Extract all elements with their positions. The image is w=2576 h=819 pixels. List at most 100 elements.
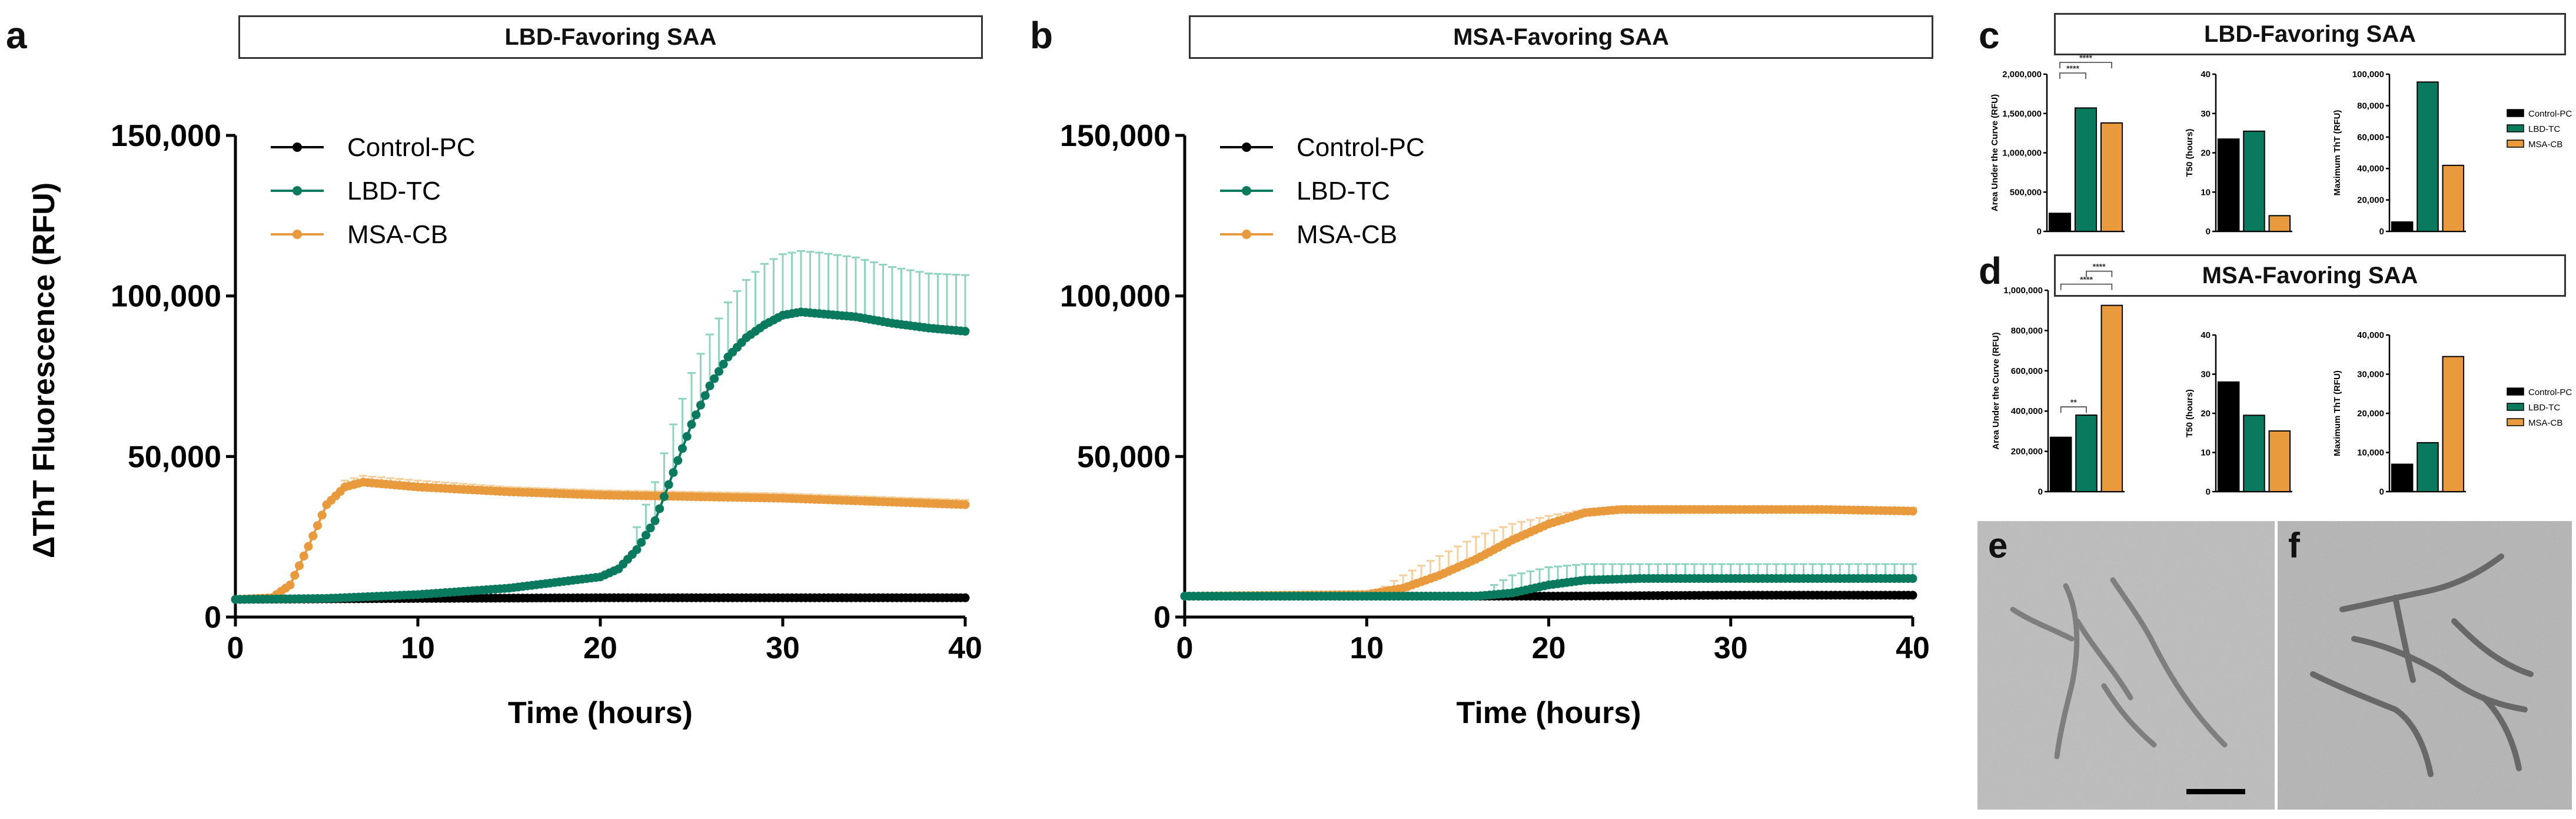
y-tick-label: 80,000 bbox=[2357, 101, 2384, 111]
bar-lbd-tc bbox=[2243, 415, 2265, 493]
legend-label: Control-PC bbox=[1297, 133, 1425, 162]
y-tick-label: 0 bbox=[1154, 601, 1171, 635]
y-tick-label: 0 bbox=[204, 601, 221, 635]
x-axis-label: Time (hours) bbox=[508, 696, 693, 730]
y-axis-label: Area Under the Curve (RFU) bbox=[1990, 94, 2000, 211]
legend-label: MSA-CB bbox=[347, 220, 448, 249]
data-point bbox=[678, 444, 687, 453]
bar-lbd-tc bbox=[2243, 130, 2265, 232]
data-point bbox=[692, 410, 701, 419]
data-point bbox=[960, 500, 970, 509]
data-point bbox=[700, 391, 710, 400]
legend-label: Control-PC bbox=[2528, 109, 2572, 119]
bar-chart-d1: 0 200,000 400,000 600,000 800,000 1,000,000 Ar… bbox=[1991, 262, 2125, 497]
data-point bbox=[1908, 574, 1917, 583]
series-lbd bbox=[231, 307, 970, 604]
legend-label: Control-PC bbox=[347, 133, 476, 162]
line-chart-b: 0 50,000 100,000 150,000 0 10 20 30 40 Time (hour… bbox=[1060, 119, 1930, 730]
y-tick-label: 30 bbox=[2201, 109, 2211, 119]
bar-lbd-tc bbox=[2074, 107, 2098, 232]
data-point bbox=[632, 545, 641, 554]
y-tick-label: 0 bbox=[2379, 487, 2384, 497]
y-tick-label: 100,000 bbox=[1060, 280, 1171, 314]
data-point bbox=[705, 381, 714, 390]
data-point bbox=[960, 593, 970, 602]
significance-label: **** bbox=[2079, 53, 2092, 62]
legend-label: LBD-TC bbox=[1297, 177, 1390, 205]
data-point bbox=[317, 510, 327, 520]
y-axis-label: Maximum ThT (RFU) bbox=[2332, 110, 2342, 196]
bar-msa-cb bbox=[2100, 304, 2123, 493]
bar-msa-cb bbox=[2442, 356, 2465, 493]
em-image-e: e bbox=[1977, 521, 2275, 810]
data-point bbox=[669, 468, 678, 478]
bar-control-pc bbox=[2049, 436, 2072, 492]
bar-lbd-tc bbox=[2075, 415, 2098, 492]
bar-chart-d2: 0 10 20 30 40 T50 (hours) bbox=[2185, 330, 2292, 497]
y-tick-label: 800,000 bbox=[2011, 326, 2043, 336]
data-point bbox=[960, 327, 970, 336]
significance-label: **** bbox=[2080, 275, 2093, 284]
em-image-e-graphic bbox=[1977, 521, 2275, 810]
data-point bbox=[710, 374, 719, 383]
y-tick-label: 10 bbox=[2201, 187, 2211, 197]
data-point bbox=[650, 516, 660, 525]
panel-letter-a: a bbox=[6, 14, 27, 57]
data-point bbox=[308, 531, 318, 541]
y-tick-label: 150,000 bbox=[111, 119, 221, 153]
legend-label: MSA-CB bbox=[2528, 418, 2562, 428]
legend-label: MSA-CB bbox=[1297, 220, 1397, 249]
y-tick-label: 400,000 bbox=[2011, 406, 2043, 416]
significance-bracket bbox=[2060, 283, 2113, 290]
legend-marker bbox=[1242, 230, 1251, 239]
data-point bbox=[290, 571, 300, 580]
data-point bbox=[682, 432, 692, 441]
y-tick-label: 40 bbox=[2201, 330, 2211, 340]
bar-chart-d3: 0 10,000 20,000 30,000 40,000 Maximum ThT (RF… bbox=[2332, 330, 2572, 497]
series-msa bbox=[231, 478, 970, 604]
data-point bbox=[637, 538, 646, 547]
em-image-f: f bbox=[2278, 521, 2572, 810]
panel-letter-d: d bbox=[1979, 250, 2002, 292]
y-tick-label: 100,000 bbox=[2352, 69, 2384, 79]
y-tick-label: 2,000,000 bbox=[2002, 69, 2042, 79]
y-axis-label: Area Under the Curve (RFU) bbox=[1991, 332, 2001, 449]
panel-a-title: LBD-Favoring SAA bbox=[238, 15, 983, 59]
y-tick-label: 1,500,000 bbox=[2002, 109, 2042, 119]
y-tick-label: 20,000 bbox=[2357, 409, 2384, 419]
data-point bbox=[299, 551, 308, 561]
y-tick-label: 600,000 bbox=[2011, 366, 2043, 376]
bar-msa-cb bbox=[2268, 215, 2291, 232]
data-point bbox=[641, 530, 650, 540]
legend-label: MSA-CB bbox=[2528, 140, 2562, 150]
y-tick-label: 0 bbox=[2037, 227, 2042, 237]
data-point bbox=[673, 456, 683, 465]
legend-marker bbox=[292, 230, 302, 239]
x-tick-label: 20 bbox=[1532, 631, 1566, 665]
y-tick-label: 20 bbox=[2201, 148, 2211, 158]
panel-letter-c: c bbox=[1979, 14, 2000, 57]
significance-bracket bbox=[2086, 270, 2113, 277]
y-tick-label: 40,000 bbox=[2357, 330, 2384, 340]
panel-d-title: MSA-Favoring SAA bbox=[2054, 254, 2566, 297]
y-tick-label: 10 bbox=[2201, 448, 2211, 458]
x-tick-label: 10 bbox=[1350, 631, 1384, 665]
y-tick-label: 20 bbox=[2201, 409, 2211, 419]
data-point bbox=[646, 523, 655, 533]
bar-msa-cb bbox=[2442, 164, 2465, 232]
y-tick-label: 0 bbox=[2206, 227, 2211, 237]
y-tick-label: 150,000 bbox=[1060, 119, 1171, 153]
y-tick-label: 1,000,000 bbox=[2003, 286, 2043, 296]
significance-bracket bbox=[2060, 406, 2087, 413]
x-tick-label: 20 bbox=[583, 631, 617, 665]
y-axis-label: ΔThT Fluorescence (RFU) bbox=[27, 183, 61, 558]
panel-b-title: MSA-Favoring SAA bbox=[1189, 15, 1933, 59]
y-tick-label: 0 bbox=[2379, 227, 2384, 237]
bar-control-pc bbox=[2217, 381, 2240, 492]
legend-label: LBD-TC bbox=[347, 177, 441, 205]
y-tick-label: 60,000 bbox=[2357, 132, 2384, 142]
data-point bbox=[696, 400, 705, 410]
bar-control-pc bbox=[2048, 213, 2072, 233]
y-tick-label: 30,000 bbox=[2357, 370, 2384, 380]
